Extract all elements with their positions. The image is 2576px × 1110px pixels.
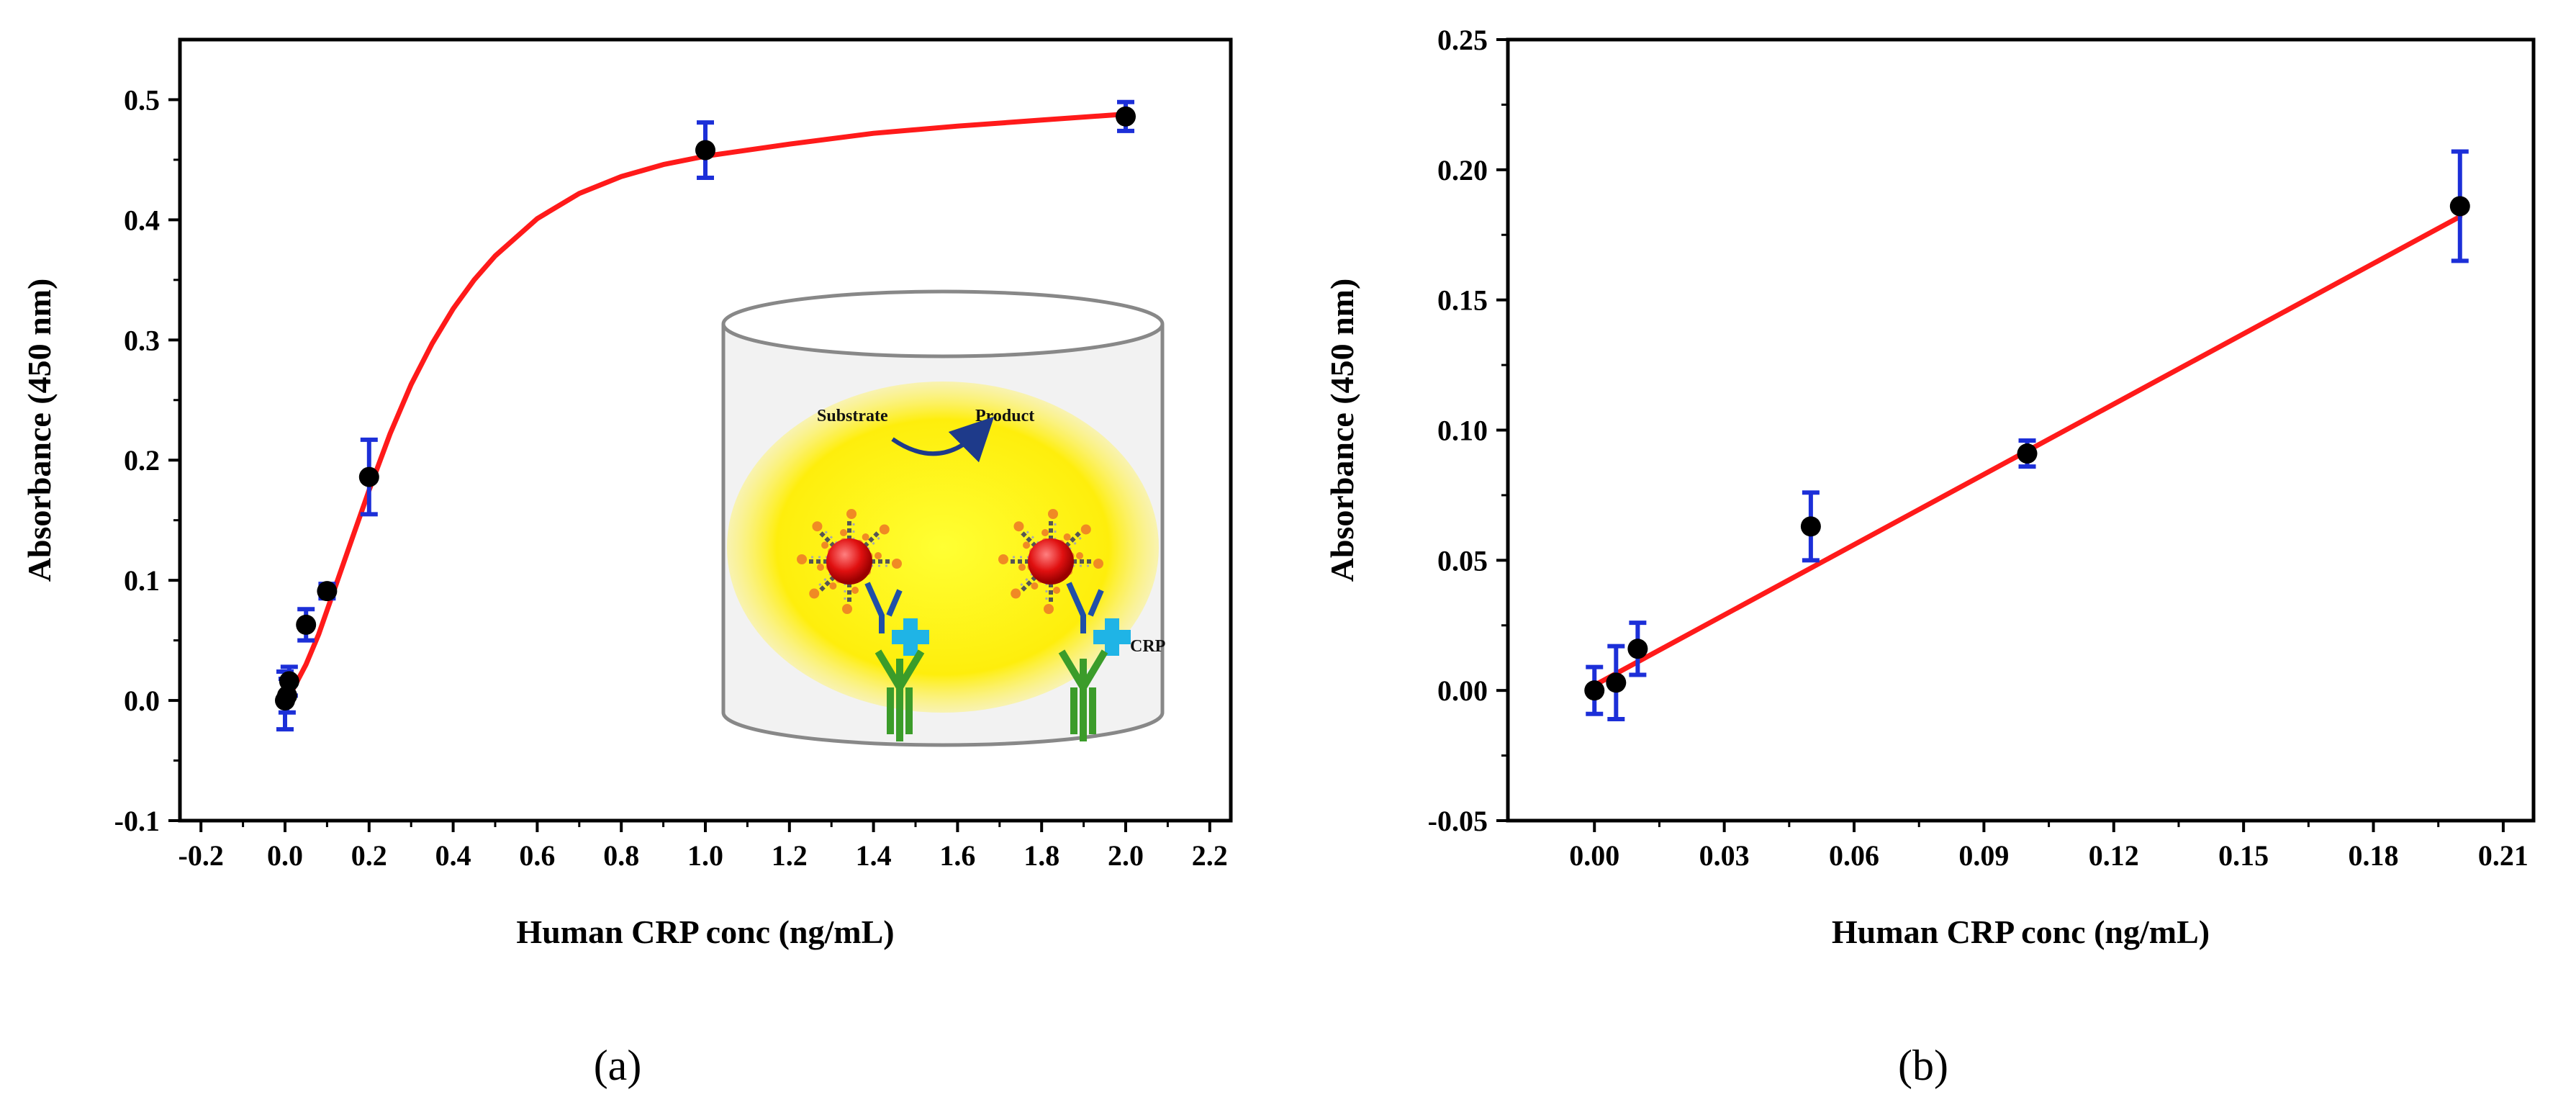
y-tick-label: 0.0 <box>124 685 160 717</box>
y-tick-label: 0.1 <box>124 564 160 597</box>
data-point <box>296 614 317 635</box>
data-point <box>1584 680 1605 701</box>
x-tick-label: 0.21 <box>2478 839 2528 872</box>
x-tick-label: 2.0 <box>1108 839 1144 872</box>
inset-illustration: Substrate Product <box>721 289 1165 747</box>
plot-area-b: 0.00 0.03 0.06 0.09 0.12 0.15 0.18 0.21 -0.05 0.0… <box>1324 24 2536 950</box>
data-point <box>2449 196 2470 217</box>
x-tick-label: 0.18 <box>2349 839 2399 872</box>
y-tick-label: 0.10 <box>1437 415 1488 447</box>
x-tick-label: -0.2 <box>178 839 224 872</box>
x-axis-title: Human CRP conc (ng/mL) <box>516 913 894 950</box>
x-tick-label: 0.0 <box>267 839 303 872</box>
x-axis-title: Human CRP conc (ng/mL) <box>1832 913 2210 950</box>
data-point <box>1116 106 1136 127</box>
plot-area-a: -0.2 0.0 0.2 0.4 0.6 0.8 1.0 1.2 1.4 1.6 1.8 2.0 2.2… <box>21 37 1233 950</box>
y-tick-label: 0.25 <box>1437 24 1488 56</box>
inset-substrate-label: Substrate <box>817 407 888 425</box>
x-tick-label: 0.00 <box>1569 839 1619 872</box>
x-tick-label: 0.03 <box>1699 839 1750 872</box>
capture-antibody-left-icon <box>875 649 925 741</box>
inset-product-label: Product <box>975 407 1034 425</box>
y-tick-label: -0.05 <box>1428 805 1488 837</box>
y-tick-label: 0.2 <box>124 444 160 477</box>
data-point <box>279 671 299 692</box>
chart-panel-b: 0.00 0.03 0.06 0.09 0.12 0.15 0.18 0.21 -0.05 0.0… <box>1324 24 2536 950</box>
y-axis-title: Absorbance (450 nm) <box>21 279 58 582</box>
x-tick-label: 2.2 <box>1192 839 1228 872</box>
crp-antigen-right-icon <box>1093 618 1131 656</box>
data-point <box>358 466 379 487</box>
x-tick-label: 0.06 <box>1829 839 1879 872</box>
nanoparticle-complex-right <box>998 509 1103 614</box>
data-point <box>695 140 715 161</box>
data-point <box>1627 639 1648 659</box>
y-tick-label: 0.05 <box>1437 544 1488 577</box>
panel-label-a: (a) <box>594 1042 642 1089</box>
y-tick-label: 0.00 <box>1437 674 1488 707</box>
x-tick-label: 0.6 <box>519 839 555 872</box>
detection-antibody-right-icon <box>1066 582 1104 633</box>
data-point <box>1800 516 1821 537</box>
y-tick-label: 0.4 <box>124 204 160 236</box>
data-point <box>317 581 338 602</box>
data-point <box>1606 672 1627 693</box>
y-tick-label: 0.3 <box>124 324 160 356</box>
chart-panel-a: -0.2 0.0 0.2 0.4 0.6 0.8 1.0 1.2 1.4 1.6 1.8 2.0 2.2… <box>21 37 1233 950</box>
panel-label-b: (b) <box>1898 1042 1948 1089</box>
x-tick-label: 0.15 <box>2218 839 2269 872</box>
data-point <box>2017 443 2038 464</box>
x-tick-label: 1.2 <box>772 839 808 872</box>
x-tick-label: 0.09 <box>1958 839 2009 872</box>
x-tick-label: 1.6 <box>939 839 975 872</box>
fit-line <box>282 112 1129 701</box>
y-tick-label: 0.5 <box>124 84 160 116</box>
y-tick-label: 0.15 <box>1437 284 1488 317</box>
detection-antibody-left-icon <box>864 582 903 633</box>
x-tick-label: 1.8 <box>1023 839 1059 872</box>
capture-antibody-right-icon <box>1058 649 1108 741</box>
y-axis-title: Absorbance (450 nm) <box>1324 279 1360 582</box>
x-tick-label: 1.0 <box>687 839 723 872</box>
x-tick-label: 0.8 <box>603 839 639 872</box>
x-tick-label: 0.12 <box>2089 839 2139 872</box>
y-tick-label: -0.1 <box>114 805 160 837</box>
reaction-arrow-icon <box>891 416 995 463</box>
x-tick-label: 0.2 <box>351 839 387 872</box>
axes-frame <box>1506 37 2536 823</box>
y-tick-label: 0.20 <box>1437 154 1488 186</box>
nanoparticle-complex-left <box>797 509 902 614</box>
x-tick-label: 0.4 <box>435 839 471 872</box>
x-tick-label: 1.4 <box>856 839 892 872</box>
inset-crp-label: CRP <box>1130 637 1165 656</box>
crp-antigen-left-icon <box>892 618 929 656</box>
